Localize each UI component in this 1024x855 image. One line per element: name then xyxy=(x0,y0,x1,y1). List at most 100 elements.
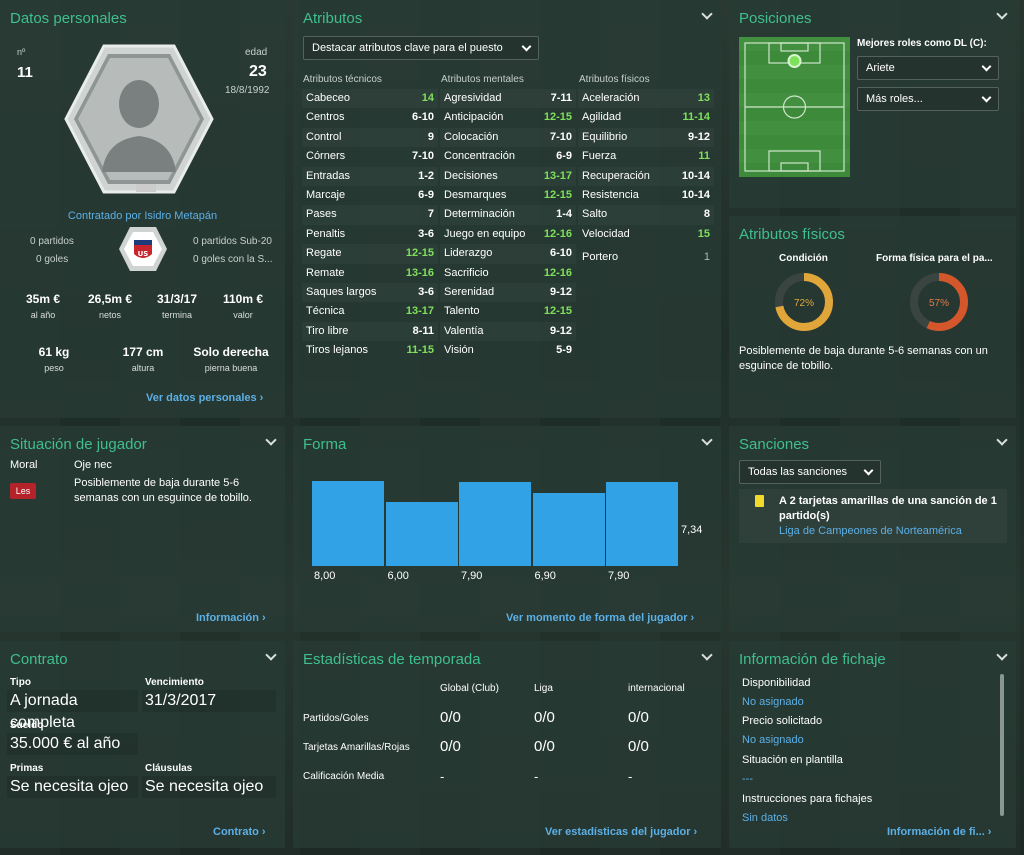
mental-attribute-row[interactable]: Determinación 1-4 xyxy=(440,205,576,224)
row-label-rating: Calificación Media xyxy=(303,771,385,782)
form-bar[interactable] xyxy=(385,502,458,566)
instructions-label: Instrucciones para fichajes xyxy=(742,793,873,805)
technical-attribute-row[interactable]: Cabeceo 14 xyxy=(302,89,438,108)
technical-attribute-row[interactable]: Penaltis 3-6 xyxy=(302,225,438,244)
attribute-name: Córners xyxy=(306,150,346,163)
mental-attribute-row[interactable]: Desmarques 12-15 xyxy=(440,186,576,205)
attribute-value: 9-12 xyxy=(549,285,572,298)
stat-cell: - xyxy=(628,769,633,784)
morale-value: Oje nec xyxy=(74,459,112,471)
technical-attribute-row[interactable]: Remate 13-16 xyxy=(302,264,438,283)
morale-label: Moral xyxy=(10,459,38,471)
technical-attribute-row[interactable]: Tiro libre 8-11 xyxy=(302,322,438,341)
physical-attribute-row[interactable]: Aceleración 13 xyxy=(578,89,714,108)
injury-badge: Les xyxy=(10,483,36,499)
mental-attribute-row[interactable]: Liderazgo 6-10 xyxy=(440,244,576,263)
technical-attribute-row[interactable]: Pases 7 xyxy=(302,205,438,224)
attribute-name: Cabeceo xyxy=(306,92,351,104)
chevron-down-icon[interactable] xyxy=(996,436,1008,448)
technical-attribute-row[interactable]: Centros 6-10 xyxy=(302,108,438,127)
more-roles-dropdown[interactable]: Más roles... xyxy=(857,87,999,111)
form-bar-label: 6,00 xyxy=(387,570,409,582)
physical-attribute-row[interactable]: Recuperación 10-14 xyxy=(578,167,714,186)
scrollbar[interactable] xyxy=(1000,674,1004,816)
form-bar[interactable] xyxy=(312,481,384,566)
attribute-name: Agresividad xyxy=(444,92,502,104)
mental-attribute-row[interactable]: Colocación 7-10 xyxy=(440,128,576,147)
physical-attribute-row[interactable]: Resistencia 10-14 xyxy=(578,186,714,205)
attribute-value: 9-12 xyxy=(549,324,572,337)
net-stat: 26,5m € netos xyxy=(87,292,133,320)
avatar xyxy=(64,44,214,194)
technical-attribute-row[interactable]: Entradas 1-2 xyxy=(302,167,438,186)
technical-attribute-row[interactable]: Marcaje 6-9 xyxy=(302,186,438,205)
mental-attribute-row[interactable]: Talento 12-15 xyxy=(440,302,576,321)
attribute-name: Concentración xyxy=(444,150,515,163)
technical-attribute-row[interactable]: Regate 12-15 xyxy=(302,244,438,263)
technical-attribute-row[interactable]: Control 9 xyxy=(302,128,438,147)
chevron-down-icon[interactable] xyxy=(265,651,277,663)
mental-attribute-row[interactable]: Concentración 6-9 xyxy=(440,147,576,166)
chevron-down-icon[interactable] xyxy=(996,10,1008,22)
mental-attribute-row[interactable]: Visión 5-9 xyxy=(440,341,576,360)
form-bar[interactable] xyxy=(606,482,678,566)
form-link[interactable]: Ver momento de forma del jugador › xyxy=(506,612,695,624)
mental-attribute-row[interactable]: Sacrificio 12-16 xyxy=(440,264,576,283)
contract-link[interactable]: Contrato › xyxy=(213,826,266,838)
transfer-list: Disponibilidad No asignado Precio solici… xyxy=(729,673,999,821)
information-link[interactable]: Información › xyxy=(196,612,266,624)
availability-label: Disponibilidad xyxy=(742,677,811,689)
attribute-name: Colocación xyxy=(444,130,499,143)
expires-stat: 31/3/17 termina xyxy=(156,292,198,320)
highlight-attributes-dropdown[interactable]: Destacar atributos clave para el puesto xyxy=(303,36,539,60)
form-bar[interactable] xyxy=(459,482,531,566)
physical-attribute-row[interactable]: Agilidad 11-14 xyxy=(578,108,714,127)
mental-attribute-row[interactable]: Juego en equipo 12-16 xyxy=(440,225,576,244)
asking-label: Precio solicitado xyxy=(742,715,823,727)
attribute-name: Determinación xyxy=(444,208,515,221)
chevron-down-icon[interactable] xyxy=(265,436,277,448)
mental-attribute-row[interactable]: Anticipación 12-15 xyxy=(440,108,576,127)
transfer-info-link[interactable]: Información de fi... › xyxy=(887,826,992,838)
foot-stat: Solo derecha pierna buena xyxy=(193,345,269,373)
sanctions-filter-dropdown[interactable]: Todas las sanciones xyxy=(739,460,881,484)
panel-title: Posiciones xyxy=(739,10,812,27)
physical-attribute-row[interactable]: Fuerza 11 xyxy=(578,147,714,166)
form-bar[interactable] xyxy=(532,493,605,566)
role-dropdown[interactable]: Ariete xyxy=(857,56,999,80)
player-stats-link[interactable]: Ver estadísticas del jugador › xyxy=(545,826,698,838)
height-stat: 177 cm altura xyxy=(122,345,164,373)
attribute-value: 3-6 xyxy=(418,285,434,298)
physical-attribute-row[interactable]: Salto 8 xyxy=(578,205,714,224)
chevron-down-icon[interactable] xyxy=(996,651,1008,663)
season-stats-panel: Estadísticas de temporada Global (Club) … xyxy=(293,641,721,848)
mental-attribute-row[interactable]: Agresividad 7-11 xyxy=(440,89,576,108)
condition-label: Condición xyxy=(779,253,828,264)
u20-matches: 0 partidos Sub-20 xyxy=(193,236,272,247)
personal-details-link[interactable]: Ver datos personales › xyxy=(146,392,264,404)
attribute-value: 13-17 xyxy=(405,305,434,318)
chevron-down-icon[interactable] xyxy=(701,436,713,448)
attribute-name: Marcaje xyxy=(306,188,346,201)
mental-attribute-row[interactable]: Valentía 9-12 xyxy=(440,322,576,341)
physical-attribute-row[interactable]: Velocidad 15 xyxy=(578,225,714,244)
technical-attribute-row[interactable]: Córners 7-10 xyxy=(302,147,438,166)
svg-text:US: US xyxy=(138,250,149,258)
mental-attribute-row[interactable]: Serenidad 9-12 xyxy=(440,283,576,302)
attribute-value: 9-12 xyxy=(687,130,710,143)
technical-attribute-row[interactable]: Saques largos 3-6 xyxy=(302,283,438,302)
attribute-value: 7-10 xyxy=(549,130,572,143)
col-league: Liga xyxy=(534,683,553,694)
physical-attributes: Aceleración 13 Agilidad 11-14 Equilibrio 9-12… xyxy=(578,89,714,244)
chevron-down-icon[interactable] xyxy=(701,10,713,22)
mental-attribute-row[interactable]: Decisiones 13-17 xyxy=(440,167,576,186)
contracted-by[interactable]: Contratado por Isidro Metapán xyxy=(67,210,218,222)
physical-attribute-row[interactable]: Equilibrio 9-12 xyxy=(578,128,714,147)
chevron-down-icon[interactable] xyxy=(701,651,713,663)
injury-note: Posiblemente de baja durante 5-6 semanas… xyxy=(739,345,988,372)
attribute-value: 3-6 xyxy=(418,227,434,240)
pitch-diagram xyxy=(739,37,850,177)
expiry-label: Vencimiento xyxy=(145,677,204,688)
technical-attribute-row[interactable]: Tiros lejanos 11-15 xyxy=(302,341,438,360)
technical-attribute-row[interactable]: Técnica 13-17 xyxy=(302,302,438,321)
